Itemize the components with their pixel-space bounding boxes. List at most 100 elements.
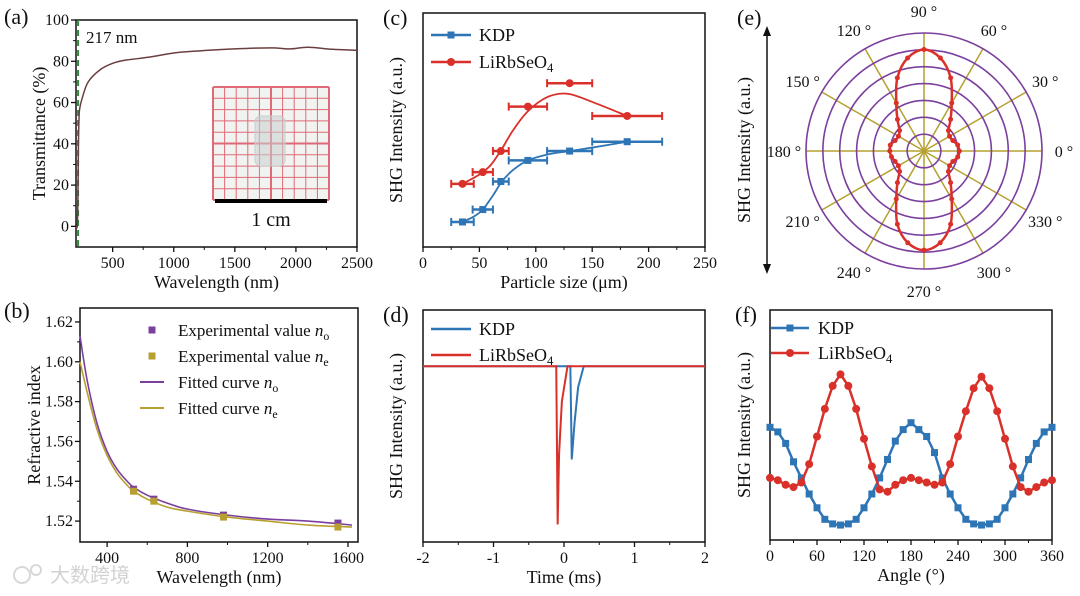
legend-label: Fitted curve no — [178, 373, 278, 395]
fitted-curve — [79, 361, 353, 528]
label-text: Fitted curve — [178, 399, 264, 418]
data-point — [813, 504, 821, 512]
data-point — [954, 504, 962, 512]
x-tick-label: 0 — [766, 548, 774, 565]
label-text: LiRbSeO — [479, 52, 547, 72]
y-axis-label: SHG Intensity (a.u.) — [734, 77, 755, 223]
label-subscript: o — [272, 381, 278, 395]
label-text: Fitted curve — [178, 373, 264, 392]
data-point — [458, 218, 466, 226]
polar-spoke — [821, 150, 925, 211]
data-point — [923, 433, 931, 440]
angle-label: 120 ° — [837, 23, 871, 40]
data-point — [150, 497, 158, 505]
x-tick-label: 100 — [524, 255, 548, 272]
label-italic: n — [315, 347, 324, 366]
fitted-curve — [79, 335, 353, 526]
label-italic: n — [315, 321, 324, 340]
y-tick-label: 20 — [53, 177, 69, 194]
y-tick-label: 1.54 — [45, 473, 73, 490]
data-point — [623, 111, 632, 120]
panel-d-time-response: -2 -1 0 1 2 Time (ms) SHG Intensity (a.u.) (d) K… — [383, 302, 709, 588]
data-point — [781, 480, 790, 489]
label-subscript: 4 — [886, 352, 893, 366]
data-point — [949, 100, 955, 106]
angle-label: 60 ° — [981, 23, 1007, 40]
data-point — [894, 75, 900, 81]
panel-label: (c) — [383, 5, 407, 30]
data-point — [888, 154, 894, 160]
polar-ring — [855, 82, 993, 220]
label-subscript: e — [323, 355, 328, 369]
data-point — [937, 240, 943, 246]
data-point — [1040, 478, 1049, 487]
data-point — [949, 196, 955, 202]
polar-spoke — [864, 150, 925, 254]
data-point — [836, 370, 845, 379]
legend-label: LiRbSeO4 — [479, 345, 554, 368]
angle-label: 0 ° — [1055, 144, 1073, 161]
label-italic: n — [264, 373, 273, 392]
data-point — [790, 458, 797, 466]
x-tick-label: 500 — [101, 255, 125, 272]
x-tick-label: 60 — [809, 548, 825, 565]
data-point — [867, 462, 876, 471]
y-tick-label: 1.62 — [45, 314, 73, 331]
watermark-logo: 大数跨境 — [13, 563, 130, 587]
data-point — [931, 449, 938, 457]
x-tick-label: 1200 — [252, 550, 284, 567]
legend-label: LiRbSeO4 — [818, 343, 893, 366]
angle-label: 210 ° — [786, 214, 820, 231]
data-point — [956, 148, 962, 154]
x-tick-label: 200 — [637, 255, 661, 272]
angle-label: 30 ° — [1032, 74, 1058, 91]
data-point — [565, 79, 574, 88]
data-point — [947, 133, 953, 139]
data-point — [334, 523, 342, 531]
x-tick-label: 50 — [471, 255, 487, 272]
data-point — [766, 423, 774, 431]
x-tick-label: 180 — [899, 548, 923, 565]
polar-spoke — [923, 48, 984, 152]
polar-spoke — [864, 48, 925, 152]
legend-marker — [148, 326, 156, 334]
data-point — [993, 407, 1002, 416]
x-tick-label: 150 — [580, 255, 604, 272]
x-axis-label: Angle (°) — [877, 565, 945, 586]
signal-trace — [423, 365, 705, 525]
y-tick-label: 1.56 — [45, 433, 73, 450]
data-point — [497, 177, 505, 185]
label-italic: n — [264, 399, 273, 418]
data-point — [496, 147, 505, 156]
cutoff-label: 217 nm — [86, 28, 137, 47]
y-tick-label: 60 — [53, 95, 69, 112]
label-subscript: o — [323, 329, 329, 343]
data-point — [914, 476, 923, 485]
angle-label: 150 ° — [786, 74, 820, 91]
panel-c-particle-size: 0 50 100 150 200 250 Particle size (μm) SHG Int… — [383, 5, 717, 293]
data-point — [1008, 462, 1017, 471]
data-point — [837, 521, 844, 529]
data-point — [893, 100, 899, 106]
x-tick-label: 120 — [852, 548, 876, 565]
y-axis-label: SHG Intensity (a.u.) — [386, 353, 407, 499]
x-tick-label: 360 — [1040, 548, 1064, 565]
data-point — [884, 456, 891, 463]
data-point — [523, 102, 532, 111]
panel-e-polar: (e) 0 ° 30 ° 60 ° 90 ° 120 ° 150 ° 180 ° 210 ° 24… — [734, 4, 1073, 301]
legend-label: Experimental value ne — [178, 347, 329, 369]
data-point — [950, 158, 956, 164]
label-subscript: 4 — [547, 61, 554, 75]
x-tick-label: 1600 — [332, 550, 364, 567]
y-axis-label: SHG Intensity (a.u.) — [734, 352, 755, 498]
data-point — [820, 404, 829, 413]
data-point — [930, 480, 939, 489]
data-point — [894, 116, 900, 122]
data-point — [782, 439, 790, 447]
data-point — [907, 473, 915, 482]
x-axis-label: Wavelength (nm) — [156, 567, 281, 588]
legend-label: Experimental value no — [178, 321, 329, 343]
legend-marker — [447, 58, 455, 66]
data-point — [1048, 423, 1056, 431]
